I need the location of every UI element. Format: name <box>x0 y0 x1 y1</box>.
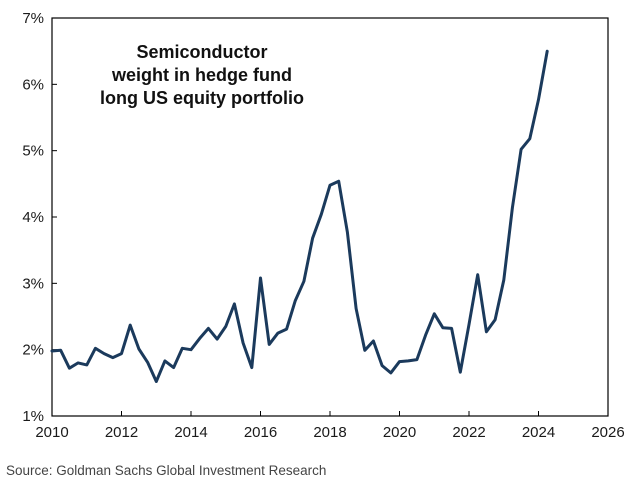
chart-title: Semiconductor weight in hedge fund long US… <box>100 42 304 108</box>
x-tick-label: 2012 <box>105 424 138 441</box>
y-tick-label: 6% <box>22 76 44 93</box>
x-tick-label: 2024 <box>522 424 555 441</box>
y-tick-label: 5% <box>22 143 44 160</box>
y-axis: 1% 2% 3% 4% 5% 6% 7% <box>22 10 57 425</box>
x-axis: 2010 2012 2014 2016 2018 2020 2022 2024 2026 <box>35 411 625 441</box>
y-tick-label: 3% <box>22 275 44 292</box>
x-tick-label: 2026 <box>591 424 624 441</box>
chart-title-line: long US equity portfolio <box>100 88 304 108</box>
x-tick-label: 2016 <box>244 424 277 441</box>
x-tick-label: 2020 <box>383 424 416 441</box>
chart-title-line: weight in hedge fund <box>111 65 292 85</box>
x-tick-label: 2010 <box>35 424 68 441</box>
x-tick-label: 2014 <box>174 424 207 441</box>
series-line <box>50 49 549 383</box>
y-tick-label: 1% <box>22 408 44 425</box>
x-tick-label: 2022 <box>452 424 485 441</box>
chart-title-line: Semiconductor <box>136 42 267 62</box>
y-tick-label: 4% <box>22 209 44 226</box>
x-tick-label: 2018 <box>313 424 346 441</box>
y-tick-label: 7% <box>22 10 44 27</box>
series-layer <box>50 49 549 383</box>
y-tick-label: 2% <box>22 342 44 359</box>
source-note: Source: Goldman Sachs Global Investment … <box>6 463 326 478</box>
